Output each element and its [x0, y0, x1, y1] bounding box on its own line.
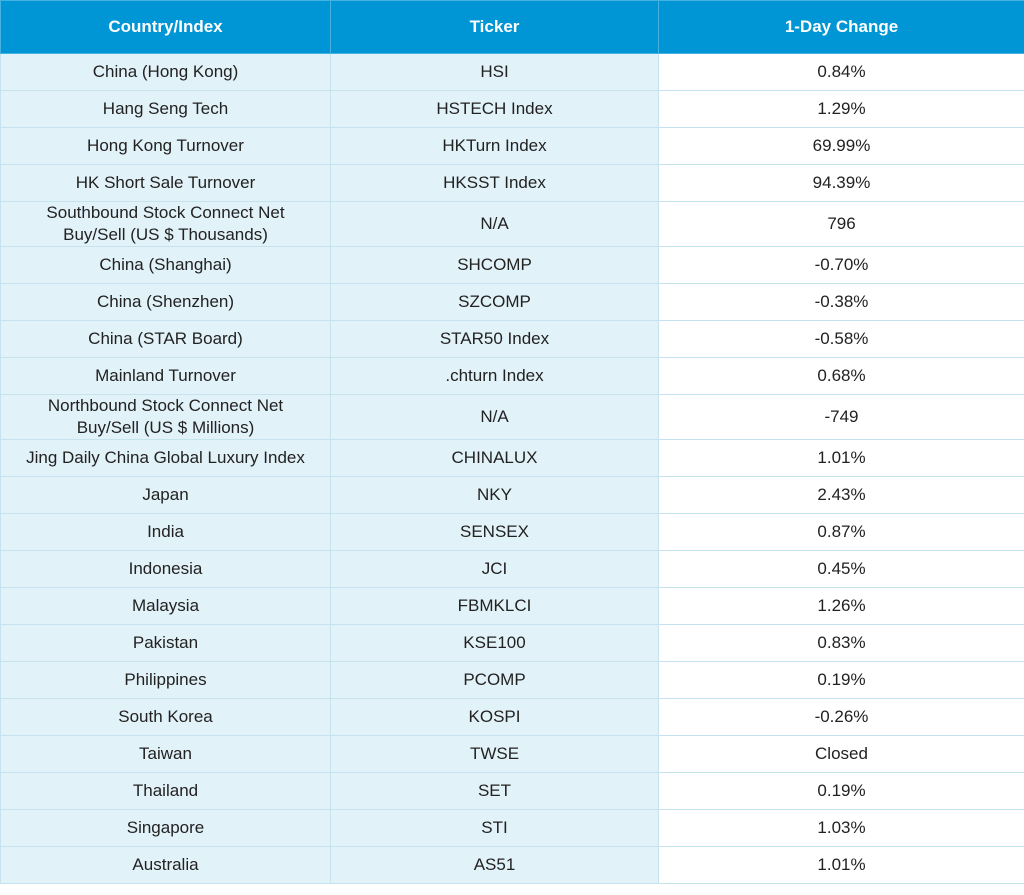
table-row: China (Shenzhen) SZCOMP -0.38%	[0, 283, 1024, 321]
table-cell: -0.58%	[658, 320, 1024, 358]
table-cell: N/A	[330, 394, 659, 440]
table-cell: 0.68%	[658, 357, 1024, 395]
table-cell: 0.19%	[658, 661, 1024, 699]
table-cell: -0.38%	[658, 283, 1024, 321]
table-cell: Japan	[0, 476, 331, 514]
table-cell: Australia	[0, 846, 331, 884]
table-cell: HSI	[330, 53, 659, 91]
table-cell: HK Short Sale Turnover	[0, 164, 331, 202]
table-cell: 1.29%	[658, 90, 1024, 128]
table-cell: China (Shenzhen)	[0, 283, 331, 321]
header-cell: Country/Index	[0, 0, 331, 54]
table-cell: 0.87%	[658, 513, 1024, 551]
table-cell: Hong Kong Turnover	[0, 127, 331, 165]
table-cell: -749	[658, 394, 1024, 440]
table-row: Jing Daily China Global Luxury Index CHIN…	[0, 439, 1024, 477]
table-cell: Indonesia	[0, 550, 331, 588]
table-cell: Pakistan	[0, 624, 331, 662]
table-cell: NKY	[330, 476, 659, 514]
header-cell: 1-Day Change	[658, 0, 1024, 54]
table-row: China (STAR Board) STAR50 Index -0.58%	[0, 320, 1024, 358]
table-cell: South Korea	[0, 698, 331, 736]
table-cell: Philippines	[0, 661, 331, 699]
table-row: HK Short Sale Turnover HKSST Index 94.39%	[0, 164, 1024, 202]
table-cell: SENSEX	[330, 513, 659, 551]
table-row: Taiwan TWSE Closed	[0, 735, 1024, 773]
table-cell: HSTECH Index	[330, 90, 659, 128]
table-cell: .chturn Index	[330, 357, 659, 395]
table-row: China (Shanghai) SHCOMP -0.70%	[0, 246, 1024, 284]
table-cell: Jing Daily China Global Luxury Index	[0, 439, 331, 477]
table-cell: Taiwan	[0, 735, 331, 773]
table-cell: KOSPI	[330, 698, 659, 736]
table-cell: 1.03%	[658, 809, 1024, 847]
table-cell: HKSST Index	[330, 164, 659, 202]
table-row: Hong Kong Turnover HKTurn Index 69.99%	[0, 127, 1024, 165]
table-row: Japan NKY 2.43%	[0, 476, 1024, 514]
table-cell: Northbound Stock Connect Net Buy/Sell (U…	[0, 394, 331, 440]
table-cell: Mainland Turnover	[0, 357, 331, 395]
table-row: Hang Seng Tech HSTECH Index 1.29%	[0, 90, 1024, 128]
table-cell: 1.26%	[658, 587, 1024, 625]
table-cell: PCOMP	[330, 661, 659, 699]
table-row: China (Hong Kong) HSI 0.84%	[0, 53, 1024, 91]
table-body: China (Hong Kong) HSI 0.84% Hang Seng Tech H…	[0, 53, 1024, 884]
table-cell: China (Hong Kong)	[0, 53, 331, 91]
table-cell: Hang Seng Tech	[0, 90, 331, 128]
table-cell: N/A	[330, 201, 659, 247]
table-cell: TWSE	[330, 735, 659, 773]
table-cell: China (Shanghai)	[0, 246, 331, 284]
table-cell: STI	[330, 809, 659, 847]
table-cell: 0.19%	[658, 772, 1024, 810]
table-cell: Southbound Stock Connect Net Buy/Sell (U…	[0, 201, 331, 247]
table-row: India SENSEX 0.87%	[0, 513, 1024, 551]
table-cell: Malaysia	[0, 587, 331, 625]
table-cell: 69.99%	[658, 127, 1024, 165]
table-cell: 1.01%	[658, 846, 1024, 884]
table-cell: Thailand	[0, 772, 331, 810]
table-row: Southbound Stock Connect Net Buy/Sell (U…	[0, 201, 1024, 247]
table-cell: 1.01%	[658, 439, 1024, 477]
table-cell: 796	[658, 201, 1024, 247]
table-cell: Closed	[658, 735, 1024, 773]
table-row: Northbound Stock Connect Net Buy/Sell (U…	[0, 394, 1024, 440]
table-cell: SZCOMP	[330, 283, 659, 321]
table-row: Singapore STI 1.03%	[0, 809, 1024, 847]
table-cell: KSE100	[330, 624, 659, 662]
table-row: Mainland Turnover .chturn Index 0.68%	[0, 357, 1024, 395]
table-row: Indonesia JCI 0.45%	[0, 550, 1024, 588]
table-row: Malaysia FBMKLCI 1.26%	[0, 587, 1024, 625]
table-cell: -0.70%	[658, 246, 1024, 284]
table-cell: 0.83%	[658, 624, 1024, 662]
table-cell: STAR50 Index	[330, 320, 659, 358]
table-cell: SHCOMP	[330, 246, 659, 284]
table-cell: SET	[330, 772, 659, 810]
table-row: Pakistan KSE100 0.83%	[0, 624, 1024, 662]
header-cell: Ticker	[330, 0, 659, 54]
table-cell: HKTurn Index	[330, 127, 659, 165]
header-row: Country/Index Ticker 1-Day Change	[0, 0, 1024, 54]
table-row: Australia AS51 1.01%	[0, 846, 1024, 884]
table-row: South Korea KOSPI -0.26%	[0, 698, 1024, 736]
table-cell: India	[0, 513, 331, 551]
table-cell: 0.84%	[658, 53, 1024, 91]
table-cell: AS51	[330, 846, 659, 884]
table-cell: FBMKLCI	[330, 587, 659, 625]
table-cell: China (STAR Board)	[0, 320, 331, 358]
table-cell: Singapore	[0, 809, 331, 847]
table-cell: -0.26%	[658, 698, 1024, 736]
table-cell: 94.39%	[658, 164, 1024, 202]
table-cell: 0.45%	[658, 550, 1024, 588]
table-row: Philippines PCOMP 0.19%	[0, 661, 1024, 699]
table-cell: 2.43%	[658, 476, 1024, 514]
table-cell: JCI	[330, 550, 659, 588]
table-cell: CHINALUX	[330, 439, 659, 477]
table-row: Thailand SET 0.19%	[0, 772, 1024, 810]
